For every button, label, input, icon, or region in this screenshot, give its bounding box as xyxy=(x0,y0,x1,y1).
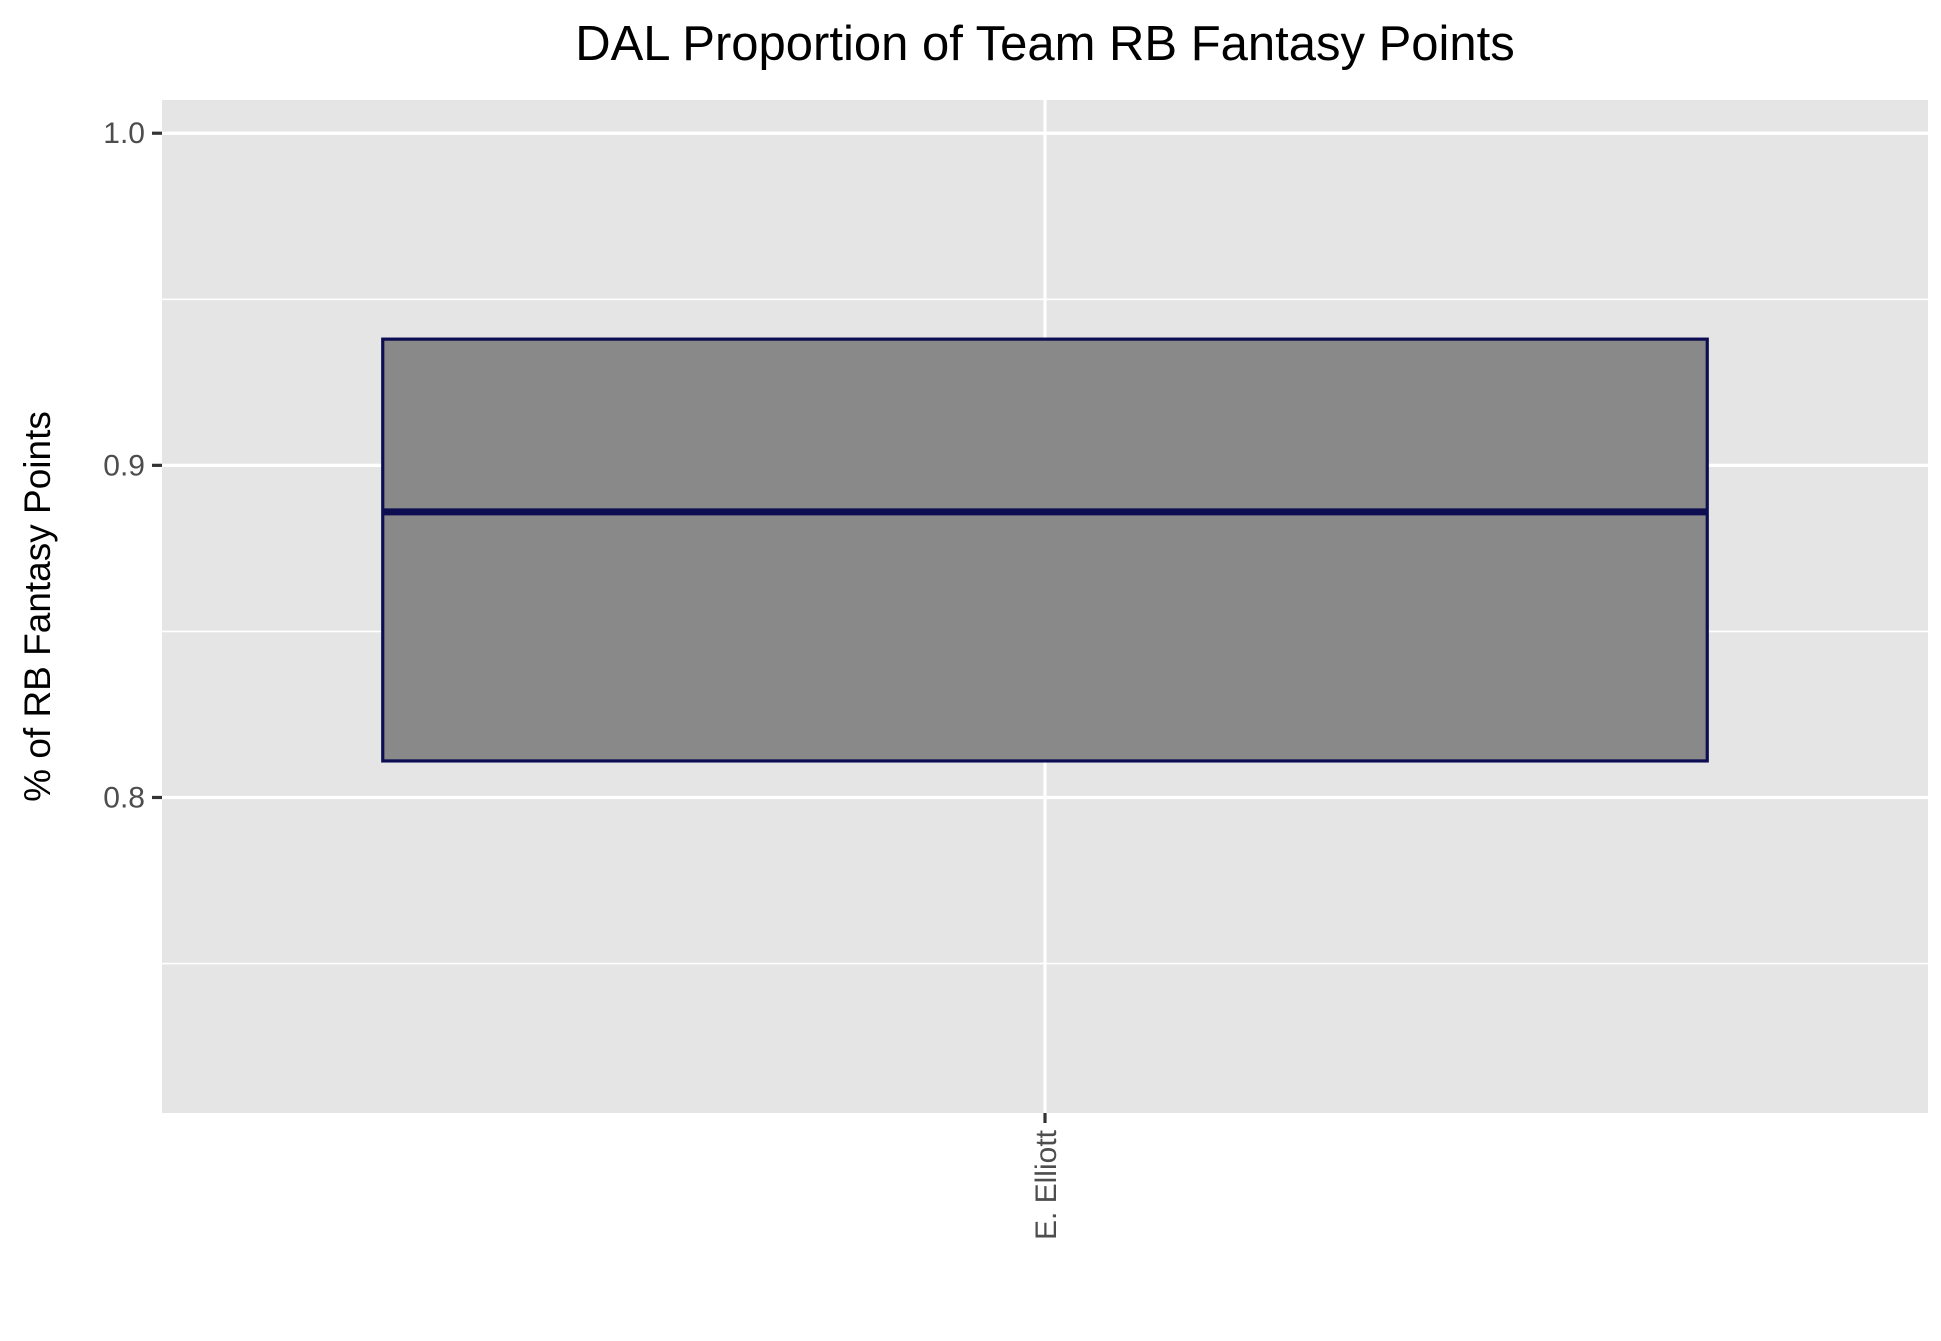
y-tick-label: 1.0 xyxy=(103,117,145,150)
x-tick-label: E. Elliott xyxy=(1030,1129,1063,1240)
x-axis: E. Elliott xyxy=(1030,1113,1063,1240)
chart-title: DAL Proportion of Team RB Fantasy Points xyxy=(575,17,1515,71)
y-axis: 0.8 0.9 1.0 xyxy=(103,117,162,814)
y-axis-title: % of RB Fantasy Points xyxy=(17,411,58,802)
box-iqr-e-elliott xyxy=(381,337,1709,763)
y-tick-label: 0.9 xyxy=(103,449,145,482)
y-tick-label: 0.8 xyxy=(103,781,145,814)
box-layer xyxy=(381,337,1709,763)
